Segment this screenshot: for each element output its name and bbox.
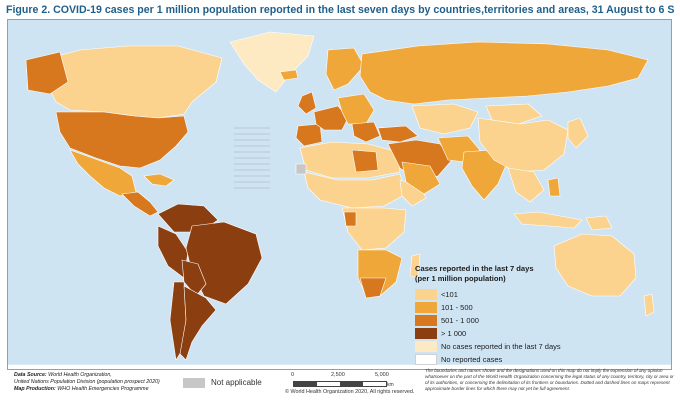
legend-label-101-500: 101 - 500 — [441, 303, 473, 312]
figure-title: Figure 2. COVID-19 cases per 1 million p… — [6, 4, 674, 16]
not-applicable-label: Not applicable — [211, 378, 262, 387]
region-papua-new-guinea — [585, 215, 613, 231]
legend-item-no-reported-cases: No reported cases — [415, 353, 575, 366]
world-map-canvas — [8, 20, 671, 369]
data-source-line2: United Nations Population Division (popu… — [14, 379, 160, 386]
legend-label-501-1000: 501 - 1 000 — [441, 316, 479, 325]
legend-label-lt101: <101 — [441, 290, 458, 299]
legend-swatch-lt101 — [415, 289, 437, 300]
region-australia — [553, 233, 637, 297]
region-bolivia-paraguay — [181, 259, 207, 297]
region-canada — [35, 45, 223, 119]
region-central-america — [121, 191, 159, 217]
copyright: © World Health Organization 2020, All ri… — [285, 389, 415, 395]
region-indonesia — [513, 211, 583, 229]
scale-bar: 0 2,500 5,000 km — [283, 372, 413, 402]
region-argentina — [179, 285, 217, 361]
legend-item-no-cases-7-days: No cases reported in the last 7 days — [415, 340, 575, 353]
region-russia — [359, 41, 649, 105]
legend-item-gt1000: > 1 000 — [415, 327, 575, 340]
region-kazakhstan-central-asia — [411, 103, 479, 135]
region-gabon — [343, 211, 357, 227]
scale-unit: km — [387, 382, 394, 388]
legend-swatch-no-cases-7-days — [415, 341, 437, 352]
region-scandinavia — [325, 47, 365, 91]
legend-swatch-501-1000 — [415, 315, 437, 326]
source-notes: Data Source: World Health Organization, … — [14, 372, 184, 394]
scale-tick-0: 0 — [291, 372, 295, 378]
legend-item-501-1000: 501 - 1 000 — [415, 314, 575, 327]
map-production-label: Map Production — [14, 386, 55, 393]
region-madagascar — [409, 253, 421, 279]
region-arabian-peninsula — [401, 161, 441, 195]
region-alaska — [25, 51, 69, 95]
legend-swatch-gt1000 — [415, 328, 437, 339]
legend-swatch-no-reported-cases — [415, 354, 437, 365]
region-western-sahara — [295, 163, 307, 175]
legend-item-lt101: <101 — [415, 288, 575, 301]
legend-items: <101 101 - 500 501 - 1 000 > 1 000 No ca… — [415, 288, 575, 366]
region-sahel — [303, 171, 407, 209]
map-legend: Cases reported in the last 7 days (per 1… — [415, 264, 575, 366]
region-uk-ireland — [297, 91, 317, 115]
legend-label-gt1000: > 1 000 — [441, 329, 467, 338]
region-korea-japan — [567, 117, 589, 149]
region-south-africa — [359, 277, 387, 299]
data-source-label: Data Source — [14, 372, 45, 378]
region-caribbean — [143, 173, 175, 187]
region-new-zealand — [643, 293, 655, 317]
region-central-africa — [341, 207, 407, 251]
disclaimer: The boundaries and names shown and the d… — [425, 368, 674, 391]
region-mongolia — [485, 103, 543, 125]
legend-title-line1: Cases reported in the last 7 days — [415, 264, 534, 273]
not-applicable-swatch — [183, 378, 205, 388]
region-western-europe — [313, 105, 349, 131]
scale-tick-5000: 5,000 — [375, 372, 389, 378]
map-production-value: WHO Health Emergencies Programme — [57, 386, 149, 393]
legend-item-101-500: 101 - 500 — [415, 301, 575, 314]
legend-title-line2: (per 1 million population) — [415, 274, 506, 283]
legend-label-no-cases-7-days: No cases reported in the last 7 days — [441, 342, 561, 351]
region-philippines — [547, 177, 561, 197]
legend-label-no-reported-cases: No reported cases — [441, 355, 503, 364]
region-antarctica-edge — [8, 364, 671, 369]
scale-bar-graphic — [293, 381, 387, 387]
region-balkans — [351, 121, 381, 143]
data-source-line1: World Health Organization, — [48, 372, 112, 378]
region-turkey-caucasus — [377, 125, 419, 143]
region-libya — [351, 149, 379, 173]
territory-labels — [234, 127, 270, 189]
region-china — [477, 117, 569, 173]
region-iceland — [279, 69, 299, 81]
world-map — [7, 19, 672, 370]
region-southeast-asia — [507, 167, 545, 203]
scale-tick-2500: 2,500 — [331, 372, 345, 378]
region-usa — [55, 111, 189, 169]
legend-swatch-101-500 — [415, 302, 437, 313]
